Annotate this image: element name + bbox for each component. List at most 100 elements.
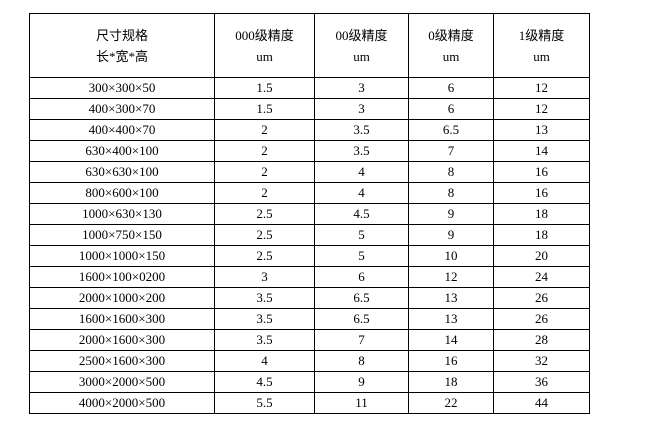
grade-1-cell: 32 <box>493 350 590 372</box>
header-row: 尺寸规格 长*宽*高 000级精度 um 00级精度 um 0级精度 um 1级精度 um <box>29 13 590 78</box>
table-row: 2500×1600×300 4 8 16 32 <box>29 350 590 372</box>
size-cell: 2000×1000×200 <box>29 287 215 309</box>
table-row: 2000×1600×300 3.5 7 14 28 <box>29 329 590 351</box>
grade-0-cell: 13 <box>408 308 494 330</box>
table-row: 1000×1000×150 2.5 5 10 20 <box>29 245 590 267</box>
table-row: 1000×630×130 2.5 4.5 9 18 <box>29 203 590 225</box>
grade-1-cell: 28 <box>493 329 590 351</box>
table-row: 400×300×70 1.5 3 6 12 <box>29 98 590 120</box>
size-cell: 1000×750×150 <box>29 224 215 246</box>
table-body: 300×300×50 1.5 3 6 12 400×300×70 1.5 3 6 12 400×40… <box>29 77 590 414</box>
grade-00-cell: 5 <box>314 245 409 267</box>
grade-0-cell: 10 <box>408 245 494 267</box>
grade-00-cell: 7 <box>314 329 409 351</box>
grade-000-cell: 3.5 <box>214 287 315 309</box>
grade-000-cell: 2 <box>214 140 315 162</box>
grade-000-cell: 3.5 <box>214 308 315 330</box>
grade-1-cell: 13 <box>493 119 590 141</box>
grade-00-cell: 3.5 <box>314 140 409 162</box>
size-cell: 4000×2000×500 <box>29 392 215 414</box>
grade-0-cell: 9 <box>408 224 494 246</box>
grade-00-cell: 9 <box>314 371 409 393</box>
grade-000-cell: 2 <box>214 161 315 183</box>
grade-00-cell: 3 <box>314 77 409 99</box>
table-row: 4000×2000×500 5.5 11 22 44 <box>29 392 590 414</box>
header-grade-00: 00级精度 um <box>314 13 409 78</box>
grade-000-cell: 3 <box>214 266 315 288</box>
grade-000-cell: 3.5 <box>214 329 315 351</box>
table-row: 630×400×100 2 3.5 7 14 <box>29 140 590 162</box>
grade-0-cell: 8 <box>408 161 494 183</box>
size-cell: 1000×1000×150 <box>29 245 215 267</box>
grade-0-cell: 22 <box>408 392 494 414</box>
grade-1-cell: 16 <box>493 161 590 183</box>
grade-00-cell: 8 <box>314 350 409 372</box>
grade-0-cell: 7 <box>408 140 494 162</box>
header-grade-1: 1级精度 um <box>493 13 590 78</box>
header-grade-1-unit: um <box>533 48 550 64</box>
grade-1-cell: 14 <box>493 140 590 162</box>
size-cell: 1600×100×0200 <box>29 266 215 288</box>
grade-00-cell: 6 <box>314 266 409 288</box>
grade-1-cell: 26 <box>493 287 590 309</box>
header-grade-0-unit: um <box>442 48 460 64</box>
header-grade-0: 0级精度 um <box>408 13 494 78</box>
grade-1-cell: 16 <box>493 182 590 204</box>
table-row: 3000×2000×500 4.5 9 18 36 <box>29 371 590 393</box>
grade-000-cell: 4.5 <box>214 371 315 393</box>
grade-1-cell: 20 <box>493 245 590 267</box>
grade-000-cell: 2.5 <box>214 245 315 267</box>
size-cell: 630×400×100 <box>29 140 215 162</box>
flatness-tolerance-table: 尺寸规格 长*宽*高 000级精度 um 00级精度 um 0级精度 um 1级精度 um 300… <box>29 13 590 414</box>
size-cell: 300×300×50 <box>29 77 215 99</box>
grade-00-cell: 3.5 <box>314 119 409 141</box>
size-cell: 2500×1600×300 <box>29 350 215 372</box>
grade-1-cell: 18 <box>493 224 590 246</box>
header-grade-00-title: 00级精度 <box>335 27 388 43</box>
grade-1-cell: 18 <box>493 203 590 225</box>
header-size: 尺寸规格长*宽*高 <box>29 13 215 78</box>
grade-1-cell: 26 <box>493 308 590 330</box>
header-grade-00-unit: um <box>353 48 370 64</box>
grade-0-cell: 6 <box>408 77 494 99</box>
grade-1-cell: 12 <box>493 98 590 120</box>
grade-000-cell: 5.5 <box>214 392 315 414</box>
grade-000-cell: 1.5 <box>214 77 315 99</box>
grade-000-cell: 2.5 <box>214 203 315 225</box>
grade-0-cell: 14 <box>408 329 494 351</box>
grade-00-cell: 4.5 <box>314 203 409 225</box>
table-row: 1600×100×0200 3 6 12 24 <box>29 266 590 288</box>
grade-00-cell: 6.5 <box>314 287 409 309</box>
header-grade-000-title: 000级精度 <box>235 27 294 43</box>
grade-0-cell: 8 <box>408 182 494 204</box>
grade-0-cell: 9 <box>408 203 494 225</box>
header-grade-000: 000级精度 um <box>214 13 315 78</box>
table-row: 400×400×70 2 3.5 6.5 13 <box>29 119 590 141</box>
size-cell: 3000×2000×500 <box>29 371 215 393</box>
grade-0-cell: 18 <box>408 371 494 393</box>
grade-000-cell: 4 <box>214 350 315 372</box>
grade-000-cell: 2 <box>214 119 315 141</box>
grade-0-cell: 13 <box>408 287 494 309</box>
grade-1-cell: 36 <box>493 371 590 393</box>
table-row: 630×630×100 2 4 8 16 <box>29 161 590 183</box>
size-cell: 1000×630×130 <box>29 203 215 225</box>
table-row: 1600×1600×300 3.5 6.5 13 26 <box>29 308 590 330</box>
size-cell: 2000×1600×300 <box>29 329 215 351</box>
grade-00-cell: 4 <box>314 161 409 183</box>
grade-0-cell: 12 <box>408 266 494 288</box>
table-row: 300×300×50 1.5 3 6 12 <box>29 77 590 99</box>
size-cell: 630×630×100 <box>29 161 215 183</box>
header-grade-000-unit: um <box>256 48 273 64</box>
grade-00-cell: 5 <box>314 224 409 246</box>
grade-1-cell: 44 <box>493 392 590 414</box>
grade-1-cell: 24 <box>493 266 590 288</box>
header-size-unit: 长*宽*高 <box>95 48 148 64</box>
grade-00-cell: 11 <box>314 392 409 414</box>
header-grade-0-title: 0级精度 <box>428 27 474 43</box>
grade-00-cell: 4 <box>314 182 409 204</box>
grade-00-cell: 3 <box>314 98 409 120</box>
size-cell: 400×400×70 <box>29 119 215 141</box>
header-size-title: 尺寸规格 <box>95 27 148 43</box>
size-cell: 400×300×70 <box>29 98 215 120</box>
